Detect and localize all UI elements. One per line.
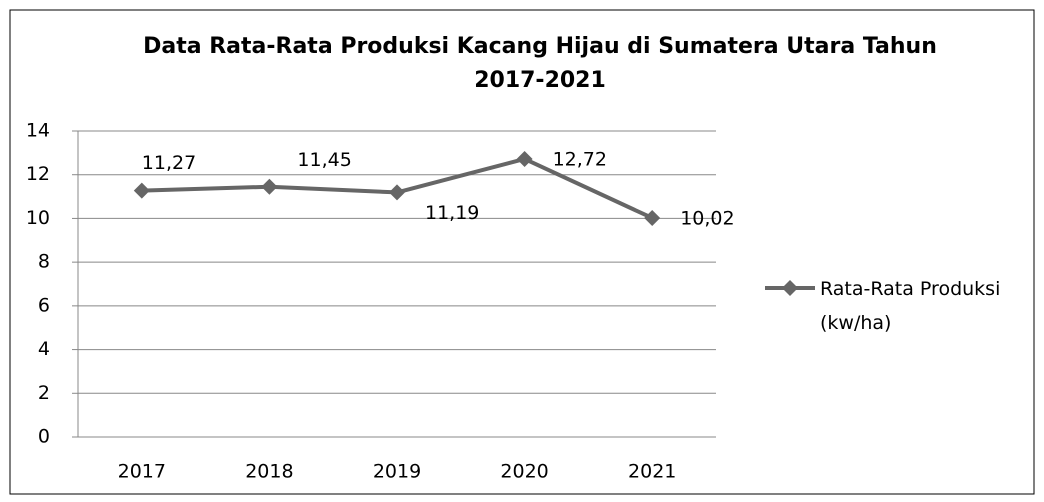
legend-label: Rata-Rata Produksi (kw/ha): [820, 278, 1001, 334]
y-tick-label: 6: [38, 294, 50, 316]
y-tick-label: 12: [26, 163, 50, 185]
data-label: 10,02: [680, 207, 734, 229]
y-tick-label: 10: [26, 207, 50, 229]
data-label: 11,27: [142, 152, 196, 174]
x-tick-label: 2019: [373, 461, 421, 483]
y-tick-label: 0: [38, 426, 50, 448]
data-point: [389, 184, 405, 201]
data-label: 11,19: [425, 202, 479, 224]
legend-marker: [782, 280, 798, 296]
data-label: 12,72: [553, 148, 607, 170]
chart-frame: [9, 9, 1035, 495]
y-tick-label: 2: [38, 382, 50, 404]
y-tick-label: 4: [38, 338, 50, 360]
y-tick-label: 8: [38, 251, 50, 273]
data-point: [261, 178, 278, 195]
x-tick-label: 2020: [500, 461, 548, 483]
chart-title: Data Rata-Rata Produksi Kacang Hijau di …: [143, 34, 937, 93]
data-point: [644, 209, 661, 226]
x-tick-label: 2017: [118, 461, 166, 483]
x-tick-label: 2018: [245, 461, 293, 483]
x-tick-label: 2021: [628, 461, 676, 483]
data-label: 11,45: [297, 149, 351, 171]
y-tick-label: 14: [26, 120, 50, 142]
data-point: [516, 150, 533, 167]
data-point: [133, 182, 150, 199]
